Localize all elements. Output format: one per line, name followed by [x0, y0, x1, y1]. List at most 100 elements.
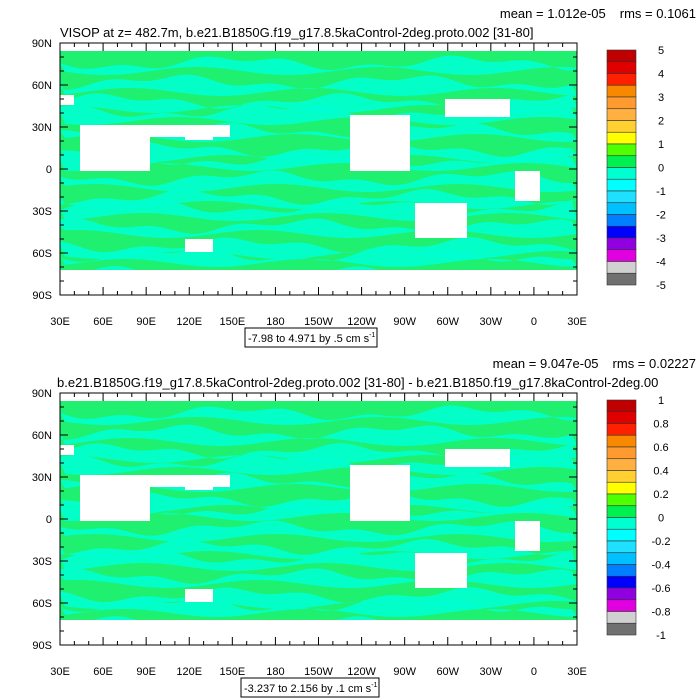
y-tick-label: 30S [32, 556, 52, 568]
colorbar-label: 0 [658, 513, 664, 525]
map-panel-1: -7.98 to 4.971 by .5 cm s-1 [59, 42, 637, 348]
anomaly-band [60, 501, 577, 521]
land-mask [515, 171, 540, 201]
colorbar-box [606, 190, 637, 204]
y-tick-label: 60S [32, 598, 52, 610]
land-mask [185, 125, 213, 140]
range-label-superscript: -1 [371, 682, 377, 689]
colorbar-box [606, 434, 637, 448]
colorbar-label: -2 [656, 210, 666, 222]
plot-title: b.e21.B1850G.f19_g17.8.5kaControl-2deg.p… [57, 375, 658, 390]
colorbar-box [606, 564, 637, 577]
colorbar-box [606, 517, 637, 530]
anomaly-band [60, 218, 577, 238]
anomaly-band [60, 443, 577, 463]
land-mask [350, 465, 410, 521]
anomaly-band [60, 424, 577, 446]
y-tick-label: 30S [32, 206, 52, 218]
plot-title: VISOP at z= 482.7m, b.e21.B1850G.f19_g17… [60, 25, 534, 40]
x-tick-label: 30W [480, 666, 503, 678]
colorbar-label: -1 [656, 186, 666, 198]
land-mask [445, 449, 510, 467]
colorbar-box [606, 493, 637, 507]
colorbar-label: 2 [658, 116, 664, 128]
colorbar-box [606, 178, 637, 192]
colorbar-box [606, 73, 637, 86]
x-tick-label: 150E [219, 666, 245, 678]
colorbar-box [606, 96, 637, 110]
colorbar-label: -0.8 [652, 607, 671, 619]
colorbar-box [606, 202, 637, 215]
land-mask [350, 115, 410, 171]
colorbar-label: -4 [656, 257, 666, 269]
land-mask [60, 95, 74, 105]
colorbar-label: -0.6 [652, 583, 671, 595]
y-tick-label: 0 [46, 514, 52, 526]
rms-stat: rms = 0.1061 [620, 6, 696, 21]
colorbar-box [606, 575, 637, 589]
range-label: -7.98 to 4.971 by .5 cm s-1 [248, 332, 375, 345]
y-tick-label: 60S [32, 248, 52, 260]
map-panel-2: -3.237 to 2.156 by .1 cm s-1 [59, 392, 637, 698]
x-tick-label: 30E [50, 316, 70, 328]
land-mask [185, 589, 213, 602]
colorbar-box [606, 249, 637, 262]
colorbar-box [606, 481, 637, 495]
x-tick-label: 150E [219, 316, 245, 328]
colorbar-label: -0.2 [652, 536, 671, 548]
y-tick-label: 90N [32, 388, 52, 400]
range-label-box [244, 327, 378, 348]
colorbar-box [606, 167, 637, 180]
y-tick-label: 60N [32, 430, 52, 442]
anomaly-band [60, 55, 577, 75]
colorbar-box [606, 611, 637, 624]
y-tick-label: 60N [32, 80, 52, 92]
colorbar-box [606, 61, 637, 74]
x-tick-label: 0 [531, 316, 537, 328]
y-tick-label: 90S [32, 640, 52, 652]
land-mask [445, 99, 510, 117]
colorbar-box [606, 225, 637, 239]
colorbar-label: 0.8 [653, 419, 668, 431]
x-tick-label: 60W [436, 316, 459, 328]
range-label-text: -3.237 to 2.156 by .1 cm s [244, 683, 372, 695]
anomaly-band [60, 405, 577, 425]
anomaly-band [60, 103, 577, 125]
colorbar-label: 3 [658, 92, 664, 104]
land-mask [415, 203, 467, 238]
anomaly-band [60, 170, 577, 192]
x-tick-label: 120W [347, 666, 376, 678]
x-tick-label: 120W [347, 316, 376, 328]
x-tick-label: 180 [266, 316, 284, 328]
land-mask [185, 239, 213, 252]
anomaly-band [60, 248, 577, 267]
anomaly-band [60, 520, 577, 542]
anomaly-band [60, 598, 577, 617]
y-tick-label: 90S [32, 290, 52, 302]
colorbar-box [606, 399, 637, 413]
x-tick-label: 90E [136, 666, 156, 678]
range-label: -3.237 to 2.156 by .1 cm s-1 [244, 682, 378, 695]
colorbar-box [606, 272, 637, 286]
mean-stat: mean = 1.012e-05 [500, 6, 606, 21]
colorbar-box [606, 423, 637, 436]
x-tick-label: 30E [567, 316, 587, 328]
colorbar-label: -0.4 [652, 560, 671, 572]
colorbar-box [606, 49, 637, 63]
colorbar-label: -5 [656, 280, 666, 292]
x-tick-label: 150W [304, 666, 333, 678]
colorbar-label: 0.6 [653, 442, 668, 454]
x-tick-label: 150W [304, 316, 333, 328]
y-tick-label: 90N [32, 38, 52, 50]
range-label-superscript: -1 [369, 332, 375, 339]
x-tick-label: 120E [176, 316, 202, 328]
colorbar-box [606, 552, 637, 565]
colorbar-box [606, 458, 637, 471]
land-mask [80, 487, 150, 521]
anomaly-band [60, 491, 577, 513]
x-tick-label: 90W [393, 666, 416, 678]
rms-stat: rms = 0.02227 [613, 356, 696, 371]
colorbar-label: -1 [656, 630, 666, 642]
land-mask [80, 137, 150, 171]
colorbar-box [606, 84, 637, 98]
